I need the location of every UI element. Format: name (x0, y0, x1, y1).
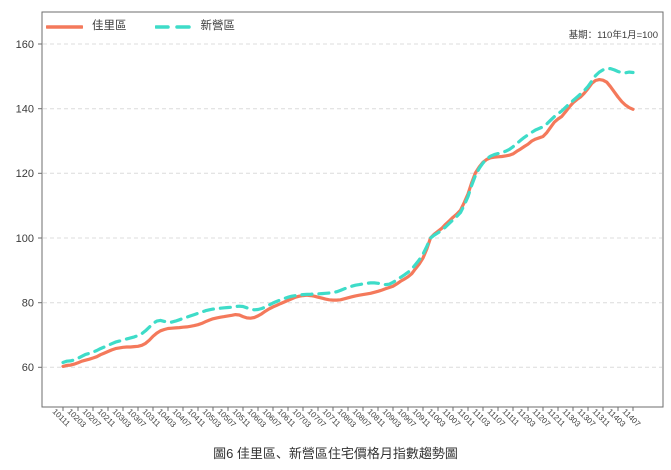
legend: 佳里區 新營區 (46, 20, 236, 33)
y-tick-label: 60 (22, 362, 34, 374)
legend-label-jiali: 佳里區 (92, 20, 127, 32)
base-period-note: 基期：110年1月=100 (568, 30, 658, 41)
price-index-line-chart: 6080100120140160101111020310207102111030… (16, 11, 664, 430)
y-tick-label: 140 (16, 104, 34, 116)
y-tick-label: 100 (16, 233, 34, 245)
series-line (61, 66, 635, 365)
legend-label-xinying: 新營區 (200, 20, 236, 32)
y-tick-label: 80 (22, 298, 34, 310)
series-line (61, 77, 635, 368)
xinying-dashed-line-swatch (154, 25, 192, 29)
y-tick-label: 160 (16, 39, 34, 51)
legend-item-jiali: 佳里區 (46, 20, 127, 33)
legend-item-xinying: 新營區 (154, 20, 236, 33)
figure-caption: 圖6 佳里區、新營區住宅價格月指數趨勢圖 (213, 446, 458, 461)
y-tick-label: 120 (16, 168, 34, 180)
jiali-solid-line-swatch (46, 25, 83, 29)
